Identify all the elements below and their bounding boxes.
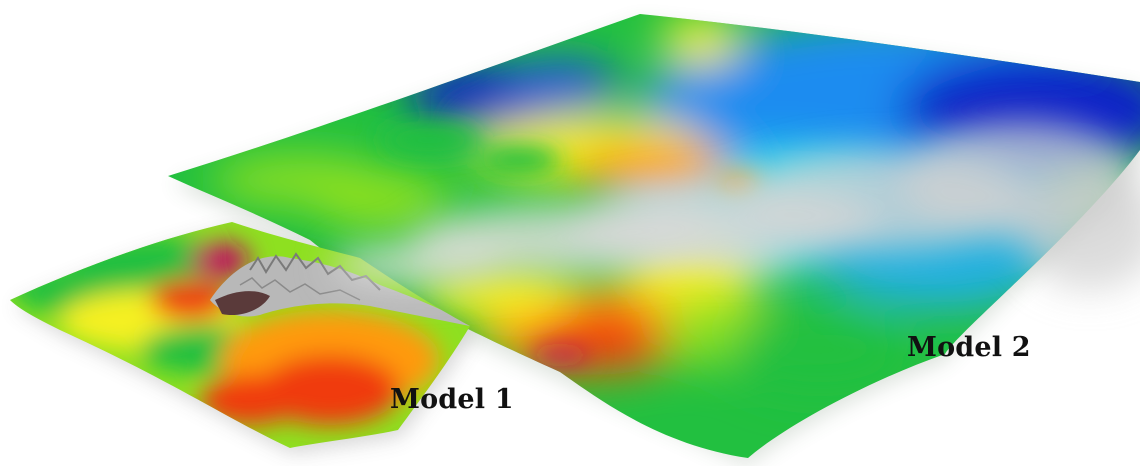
model-1-peaks [210,252,470,326]
model-2-label: Model 2 [907,332,1031,363]
smoke-plume [330,120,1140,290]
model-1-label: Model 1 [390,384,514,415]
